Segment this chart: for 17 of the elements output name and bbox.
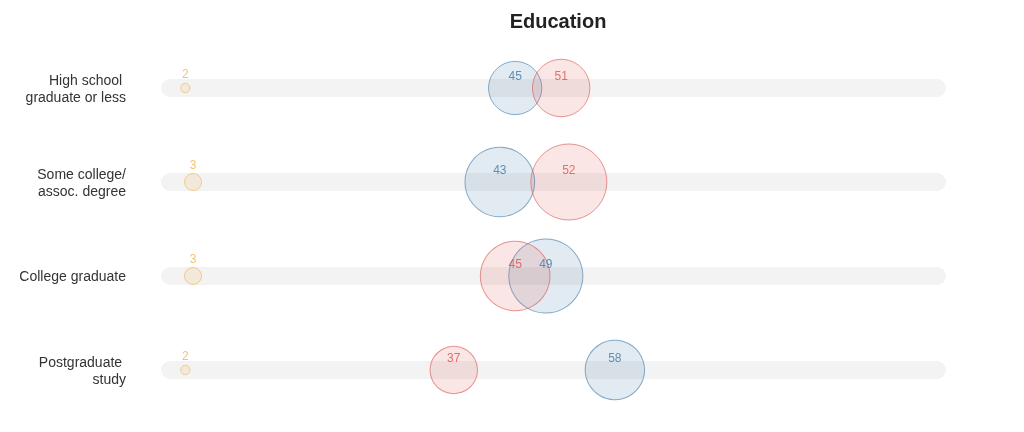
data-label: 51 [554,69,569,83]
data-label: 49 [539,257,553,271]
data-label: 3 [189,251,197,266]
data-label: 2 [182,349,189,364]
y-tick-label: Some college/assoc. degree [37,165,127,199]
data-label: 2 [182,67,189,82]
data-label: 37 [447,351,461,365]
data-label: 45 [508,69,523,83]
y-tick-label: High school graduate or less [25,71,126,105]
data-label: 52 [562,163,576,177]
y-tick-label: Postgraduate study [38,353,126,387]
chart-title: Education [509,10,607,32]
y-tick-label: College graduate [19,268,127,284]
data-label: 45 [508,257,523,271]
data-label: 43 [493,163,507,177]
data-label: 58 [608,351,622,365]
data-label: 3 [189,157,197,172]
